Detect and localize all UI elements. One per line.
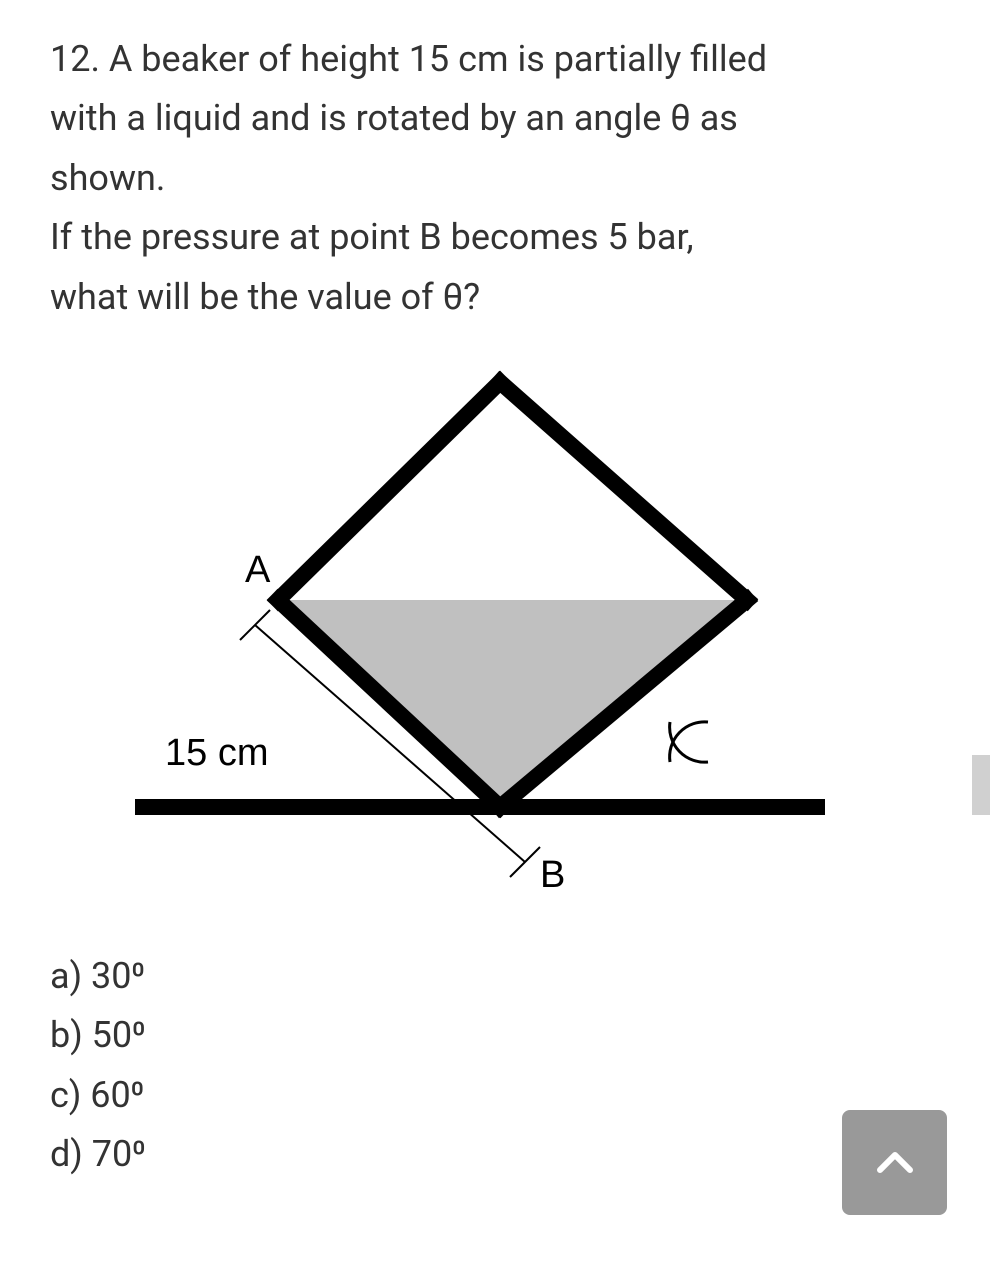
question-line2: with a liquid and is rotated by an angle… (50, 97, 738, 139)
angle-arc-bottom (670, 722, 708, 762)
option-a[interactable]: a) 30⁰ (50, 947, 942, 1006)
question-text: 12. A beaker of height 15 cm is partiall… (50, 30, 942, 327)
question-line1: 12. A beaker of height 15 cm is partiall… (50, 38, 767, 80)
liquid-fill (278, 600, 747, 807)
question-line3: shown. (50, 157, 165, 199)
chevron-up-icon (870, 1138, 920, 1188)
option-c[interactable]: c) 60⁰ (50, 1066, 942, 1125)
question-line5: what will be the value of θ? (50, 276, 480, 318)
scroll-to-top-button[interactable] (842, 1110, 947, 1215)
side-marker (972, 755, 990, 815)
option-d[interactable]: d) 70⁰ (50, 1125, 942, 1184)
beaker-side-tr (500, 382, 747, 600)
diagram: A B 15 cm (130, 367, 830, 907)
diagram-svg: A B 15 cm (130, 367, 830, 907)
label-a: A (245, 549, 271, 591)
angle-arc-top (670, 722, 708, 762)
question-line4: If the pressure at point B becomes 5 bar… (50, 216, 694, 258)
answer-options: a) 30⁰ b) 50⁰ c) 60⁰ d) 70⁰ (50, 947, 942, 1185)
label-b: B (540, 854, 565, 896)
option-b[interactable]: b) 50⁰ (50, 1006, 942, 1065)
beaker-side-tl (278, 382, 500, 600)
dimension-label: 15 cm (165, 732, 268, 774)
